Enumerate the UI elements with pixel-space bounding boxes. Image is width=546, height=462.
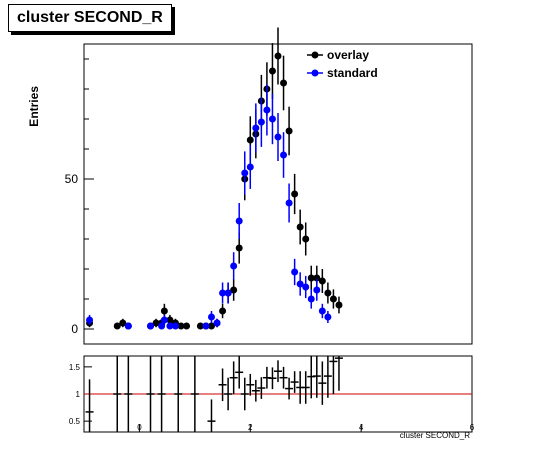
data-point-standard [171,322,179,330]
data-point-overlay [230,286,238,294]
data-point-standard [207,313,215,321]
ratio-data-marks [85,356,343,432]
data-point-overlay [113,322,121,330]
data-point-overlay [246,136,254,144]
x-tick-label: 6 [470,423,475,432]
data-point-standard [124,322,132,330]
data-point-standard [86,316,94,324]
legend-marker-overlay [311,51,319,59]
data-point-standard [263,106,271,114]
data-point-overlay [280,79,288,87]
data-point-standard [241,169,249,177]
data-point-standard [318,307,326,315]
data-point-standard [302,283,310,291]
legend-label-standard: standard [327,66,378,80]
data-point-standard [274,133,282,141]
x-axis-label: cluster SECOND_R [400,431,470,440]
ratio-y-tick-label: 1 [76,390,81,399]
data-point-standard [324,313,332,321]
data-point-overlay [318,277,326,285]
data-point-standard [313,286,321,294]
data-point-standard [296,280,304,288]
data-point-standard [246,163,254,171]
data-point-overlay [329,295,337,303]
data-point-standard [235,217,243,225]
data-point-overlay [268,67,276,75]
data-point-overlay [302,235,310,243]
data-point-standard [213,319,221,327]
legend-marker-standard [311,69,319,77]
data-point-standard [291,268,299,276]
chart-title: cluster SECOND_R [8,4,172,32]
x-tick-label: 2 [248,423,253,432]
data-point-overlay [296,223,304,231]
y-tick-label: 0 [71,322,78,336]
y-axis-label: Entries [27,86,41,127]
data-point-overlay [177,322,185,330]
data-point-overlay [207,322,215,330]
data-point-standard [280,151,288,159]
data-point-standard [224,289,232,297]
data-point-standard [166,322,174,330]
data-point-overlay [274,52,282,60]
main-plot-frame [83,43,473,345]
data-point-standard [219,289,227,297]
data-point-overlay [285,127,293,135]
ratio-y-tick-label: 0.5 [69,417,81,426]
data-point-standard [202,322,210,330]
data-point-standard [307,295,315,303]
data-point-standard [257,118,265,126]
data-point-standard [147,322,155,330]
data-point-overlay [166,316,174,324]
data-point-overlay [152,319,160,327]
x-tick-label: 0 [137,423,142,432]
data-point-overlay [235,244,243,252]
data-point-standard [230,262,238,270]
data-point-standard [158,322,166,330]
data-point-overlay [313,274,321,282]
y-tick-label: 50 [65,172,79,186]
legend: overlay standard [307,48,378,80]
data-point-overlay [335,301,343,309]
data-point-overlay [219,307,227,315]
data-point-overlay [196,322,204,330]
legend-label-overlay: overlay [327,48,369,62]
data-point-overlay [160,307,168,315]
data-point-overlay [307,274,315,282]
data-point-standard [252,124,260,132]
x-tick-label: 4 [359,423,364,432]
data-point-standard [160,316,168,324]
data-point-overlay [119,319,127,327]
main-data-marks [86,27,343,330]
data-point-overlay [324,289,332,297]
data-point-standard [285,199,293,207]
data-point-overlay [291,190,299,198]
data-point-standard [268,115,276,123]
ratio-y-tick-label: 1.5 [69,363,81,372]
main-axis-ticks: 0 50 [65,58,94,336]
chart-title-text: cluster SECOND_R [17,9,163,26]
data-point-overlay [183,322,191,330]
